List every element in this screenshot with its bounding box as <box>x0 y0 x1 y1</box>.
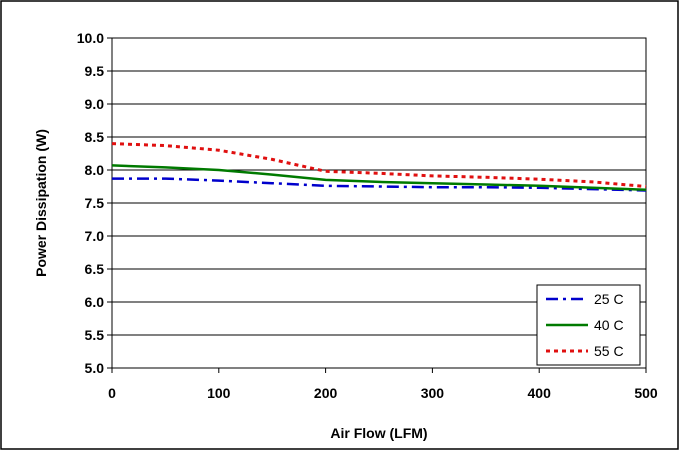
y-tick-label: 5.0 <box>85 360 105 376</box>
y-tick-label: 7.0 <box>85 228 105 244</box>
x-axis-label: Air Flow (LFM) <box>330 425 427 441</box>
x-tick-label: 200 <box>314 385 338 401</box>
y-tick-label: 9.5 <box>85 63 105 79</box>
x-tick-label: 100 <box>207 385 231 401</box>
x-tick-label: 400 <box>528 385 552 401</box>
y-tick-label: 8.5 <box>85 129 105 145</box>
y-tick-label: 9.0 <box>85 96 105 112</box>
legend-label: 40 C <box>594 317 624 333</box>
y-tick-label: 5.5 <box>85 327 105 343</box>
legend: 25 C 40 C 55 C <box>536 284 641 366</box>
y-tick-label: 10.0 <box>77 30 104 46</box>
x-tick-labels: 0 100 200 300 400 500 <box>108 368 658 401</box>
legend-label: 25 C <box>594 291 624 307</box>
y-tick-label: 6.0 <box>85 294 105 310</box>
series-line-55-c <box>111 142 647 188</box>
x-tick-label: 300 <box>421 385 445 401</box>
y-axis-label: Power Dissipation (W) <box>33 129 49 277</box>
y-tick-labels: 5.0 5.5 6.0 6.5 7.0 7.5 8.0 8.5 9.0 9.5 10.0 <box>77 30 112 376</box>
series-line-40-c <box>111 164 647 192</box>
y-tick-label: 7.5 <box>85 195 105 211</box>
legend-label: 55 C <box>594 343 624 359</box>
series-line-25-c <box>112 177 647 192</box>
x-tick-label: 500 <box>634 385 658 401</box>
y-tick-label: 8.0 <box>85 162 105 178</box>
x-tick-label: 0 <box>108 385 116 401</box>
series-lines <box>111 142 647 192</box>
y-tick-label: 6.5 <box>85 261 105 277</box>
